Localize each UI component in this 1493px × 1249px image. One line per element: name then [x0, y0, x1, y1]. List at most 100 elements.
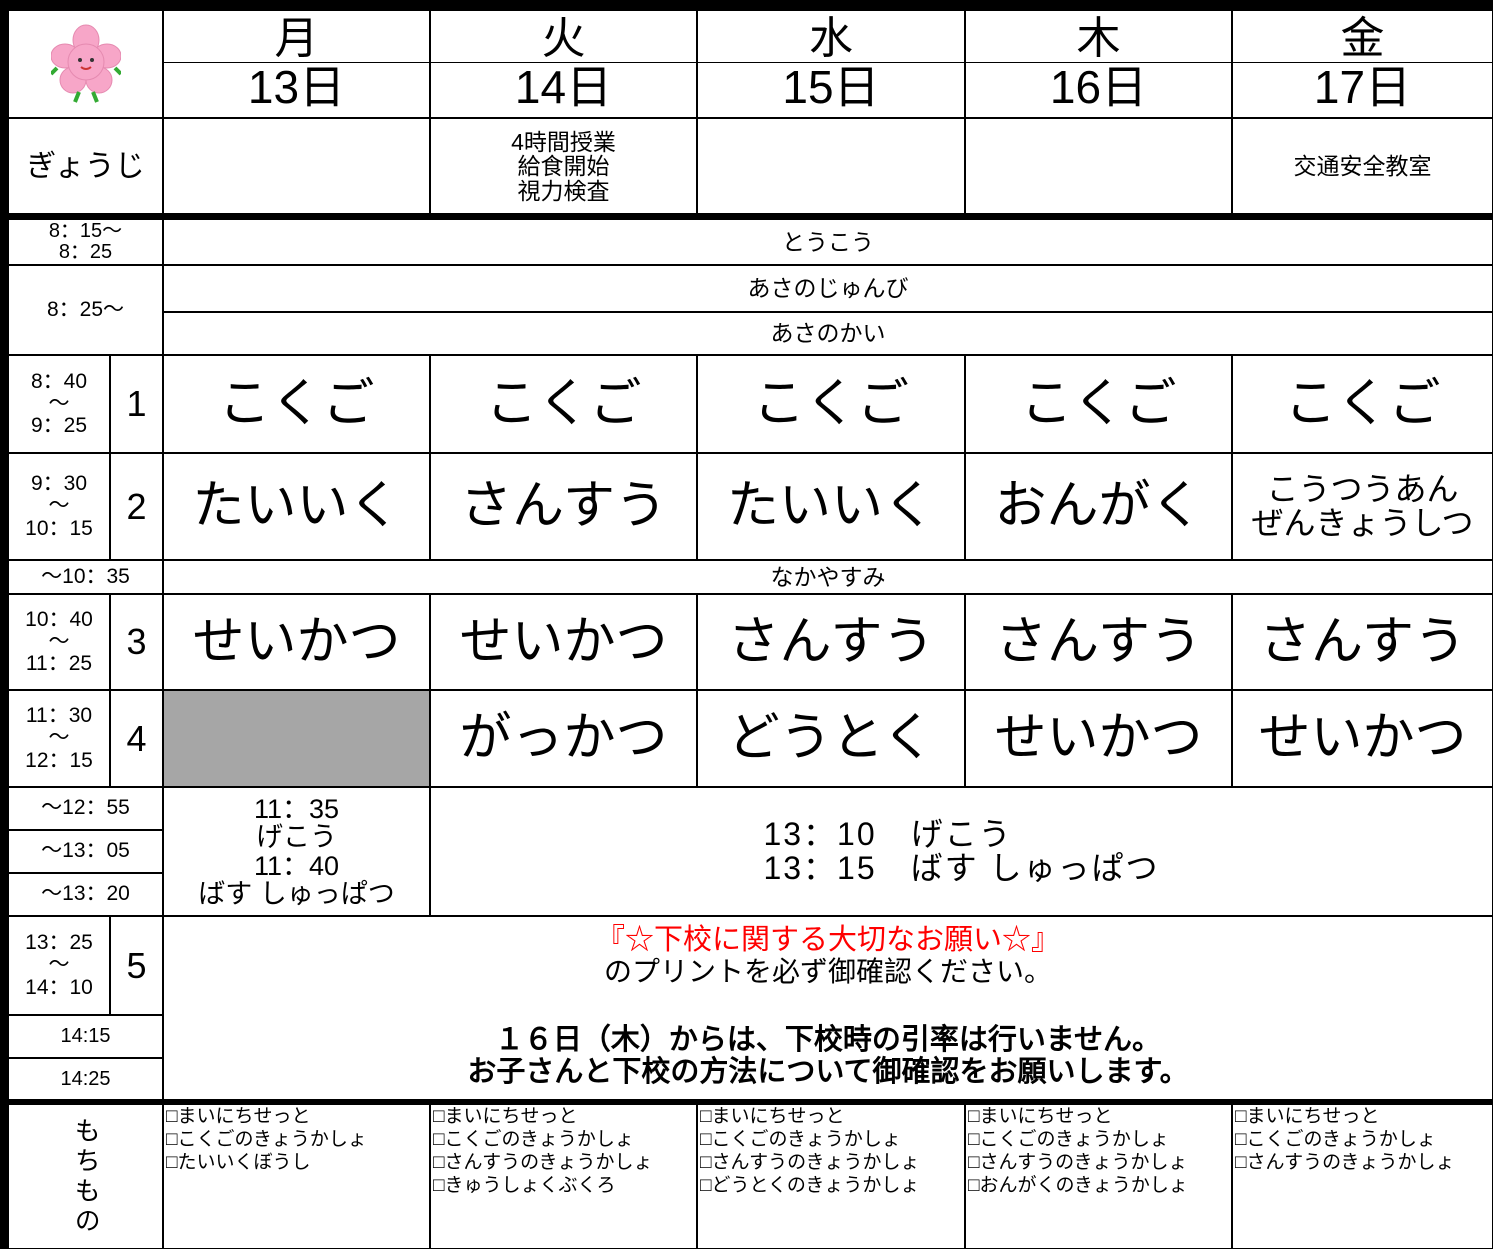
time-text: 10：40: [25, 607, 93, 631]
time-cell: 8：15～ 8：25: [8, 219, 163, 265]
belongings-item: □どうとくのきょうかしょ: [700, 1175, 920, 1196]
time-text: 12：15: [25, 748, 93, 772]
lunch-text: 11：40: [253, 850, 340, 881]
belongings-item: □こくごのきょうかしょ: [1235, 1129, 1436, 1150]
day-header: 月 13日: [163, 10, 430, 118]
events-cell: [697, 118, 965, 215]
subject-cell: さんすう: [430, 453, 697, 560]
subject-cell: こくご: [697, 355, 965, 453]
belongings-item: □さんすうのきょうかしょ: [968, 1152, 1188, 1173]
subject-cell: せいかつ: [965, 690, 1232, 787]
belongings-item: □まいにちせっと: [433, 1106, 578, 1127]
time-text: ～12：55: [41, 796, 130, 820]
subject-cell: せいかつ: [430, 594, 697, 690]
lunch-monday-cell: 11：35 げこう 11：40 ばす しゅっぱつ: [163, 787, 430, 916]
subject-text: せいかつ: [1258, 709, 1467, 768]
period-number-cell: 1: [110, 355, 163, 453]
time-cell: ～13：20: [8, 873, 163, 916]
lunch-text: 13：15 ばす しゅっぱつ: [763, 849, 1160, 886]
morning-cell: あさのじゅんび: [163, 265, 1493, 312]
belongings-item: □さんすうのきょうかしょ: [1235, 1152, 1455, 1173]
lunch-others-cell: 13：10 げこう 13：15 ばす しゅっぱつ: [430, 787, 1493, 916]
belongings-cell: □まいにちせっと □こくごのきょうかしょ □たいいくぼうし: [163, 1104, 430, 1249]
subject-cell: たいいく: [163, 453, 430, 560]
time-text: 13：25: [25, 931, 93, 955]
time-text: ～: [48, 953, 70, 977]
period-number-cell: 5: [110, 916, 163, 1015]
belongings-item: □まいにちせっと: [1235, 1106, 1380, 1127]
belongings-item: □きゅうしょくぶくろ: [433, 1175, 616, 1196]
left-border: [0, 0, 8, 1249]
belongings-item: □こくごのきょうかしょ: [968, 1129, 1169, 1150]
subject-cell: [163, 690, 430, 787]
sakura-icon: [50, 24, 121, 103]
belongings-item: □こくごのきょうかしょ: [700, 1129, 901, 1150]
subject-cell: さんすう: [1232, 594, 1493, 690]
subject-text: こくご: [1020, 374, 1177, 433]
subject-cell: せいかつ: [163, 594, 430, 690]
time-cell: 8：25～: [8, 265, 163, 355]
time-text: ～: [48, 629, 70, 653]
belongings-item: □たいいくぼうし: [166, 1152, 311, 1173]
subject-cell: さんすう: [965, 594, 1232, 690]
break-label: なかやすみ: [770, 563, 886, 590]
belongings-cell: □まいにちせっと □こくごのきょうかしょ □さんすうのきょうかしょ □どうとくのきょう…: [697, 1104, 965, 1249]
notice-cell: 『☆下校に関する大切なお願い☆』 のプリントを必ず御確認ください。 １６日（木）から…: [163, 916, 1493, 1100]
time-text: 14:15: [60, 1025, 111, 1047]
time-text: 8：15～: [48, 220, 123, 242]
event-text: 視力検査: [517, 177, 610, 204]
time-cell: 8：40 ～ 9：25: [8, 355, 110, 453]
notice-text: のプリントを必ず御確認ください。: [603, 956, 1052, 988]
subject-text: どうとく: [727, 709, 935, 768]
time-text: 9：30: [30, 472, 88, 496]
subject-cell: こくご: [430, 355, 697, 453]
subject-cell: さんすう: [697, 594, 965, 690]
subject-cell: こくご: [965, 355, 1232, 453]
subject-text: さんすう: [995, 612, 1202, 671]
subject-text: せいかつ: [459, 612, 668, 671]
arrival-cell: とうこう: [163, 219, 1493, 265]
belongings-item: □さんすうのきょうかしょ: [433, 1152, 653, 1173]
subject-text: せいかつ: [192, 612, 401, 671]
time-cell: 10：40 ～ 11：25: [8, 594, 110, 690]
time-cell: 9：30 ～ 10：15: [8, 453, 110, 560]
time-cell: 14:15: [8, 1015, 163, 1058]
events-cell: 4時間授業 給食開始 視力検査: [430, 118, 697, 215]
belongings-cell: □まいにちせっと □こくごのきょうかしょ □さんすうのきょうかしょ: [1232, 1104, 1493, 1249]
subject-cell: こうつうあん ぜんきょうしつ: [1232, 453, 1493, 560]
arrival-label: とうこう: [782, 228, 874, 255]
belongings-item: □おんがくのきょうかしょ: [968, 1175, 1188, 1196]
notice-text: お子さんと下校の方法について御確認をお願いします。: [467, 1056, 1189, 1089]
time-text: 11：30: [25, 704, 93, 728]
subject-text: こくご: [485, 374, 642, 433]
belongings-item: □こくごのきょうかしょ: [433, 1129, 634, 1150]
thick-rule: [0, 1100, 1493, 1104]
morning-label: あさのじゅんび: [747, 275, 909, 302]
time-text: ～: [48, 391, 70, 415]
belongings-cell: □まいにちせっと □こくごのきょうかしょ □さんすうのきょうかしょ □きゅうしょくぶく…: [430, 1104, 697, 1249]
lunch-text: げこう: [256, 822, 337, 853]
events-cell: [965, 118, 1232, 215]
lunch-text: 11：35: [253, 793, 340, 824]
events-cell: [163, 118, 430, 215]
event-text: 交通安全教室: [1293, 153, 1432, 180]
time-text: 14:25: [60, 1067, 111, 1090]
period-number-cell: 4: [110, 690, 163, 787]
period-number: 3: [126, 621, 147, 663]
notice-text: １６日（木）からは、下校時の引率は行いません。: [494, 1023, 1162, 1056]
top-border: [0, 0, 1493, 10]
time-text: 8：25: [58, 241, 113, 263]
subject-cell: こくご: [1232, 355, 1493, 453]
subject-text: こくご: [218, 374, 375, 433]
time-text: ～: [48, 494, 70, 518]
subject-cell: どうとく: [697, 690, 965, 787]
time-cell: ～12：55: [8, 787, 163, 830]
lunch-text: 13：10 げこう: [763, 815, 1013, 852]
subject-text: たいいく: [192, 477, 401, 536]
belongings-item: □まいにちせっと: [968, 1106, 1113, 1127]
morning-label: あさのかい: [770, 320, 886, 347]
subject-text: せいかつ: [994, 709, 1203, 768]
thick-rule: [0, 213, 1493, 219]
belongings-label-cell: もちもの: [8, 1104, 163, 1249]
